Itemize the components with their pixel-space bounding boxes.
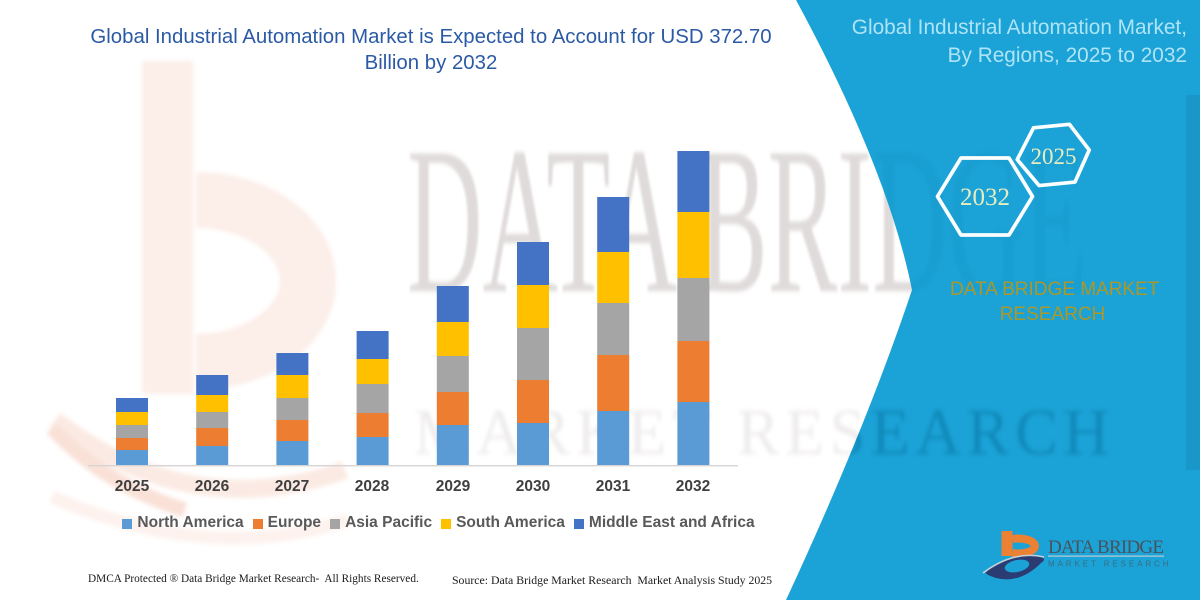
svg-text:2032: 2032 <box>960 184 1010 211</box>
svg-text:DATA BRIDGE: DATA BRIDGE <box>1048 537 1164 558</box>
svg-text:MARKET RESEARCH: MARKET RESEARCH <box>1048 560 1171 569</box>
svg-text:2025: 2025 <box>1031 144 1077 169</box>
